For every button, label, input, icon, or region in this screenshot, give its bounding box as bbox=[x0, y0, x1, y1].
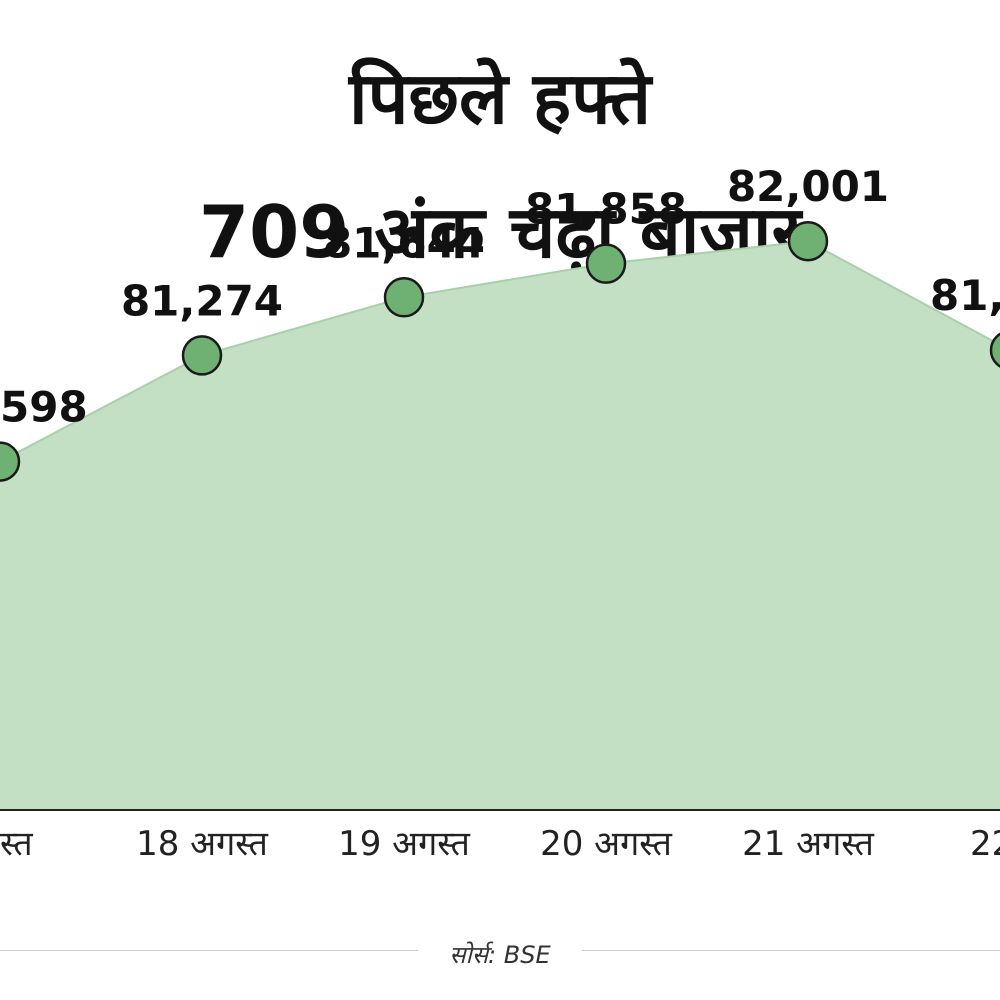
category-label: 21 अगस्त bbox=[742, 824, 874, 864]
data-point bbox=[181, 335, 223, 376]
category-label: 19 अगस्त bbox=[338, 824, 470, 864]
data-point bbox=[0, 441, 21, 482]
value-label: 82,001 bbox=[727, 162, 889, 211]
data-point bbox=[787, 220, 829, 262]
category-label: 20 अगस्त bbox=[540, 824, 672, 864]
data-point bbox=[989, 332, 1000, 368]
chart-title-line-1: पिछले हफ्ते bbox=[349, 56, 651, 140]
source-rule-left bbox=[0, 950, 418, 951]
category-label: 22 bbox=[970, 824, 1000, 864]
category-label: स्त bbox=[0, 824, 33, 864]
category-label: 18 अगस्त bbox=[136, 824, 268, 864]
value-label: 81,858 bbox=[525, 185, 687, 234]
source-footer: सोर्स: BSE bbox=[0, 930, 1000, 970]
area-fill bbox=[0, 241, 1000, 810]
data-point bbox=[383, 277, 425, 318]
value-label: 81,3 bbox=[930, 271, 1000, 320]
value-label: 81,644 bbox=[323, 218, 485, 267]
value-label: 598 bbox=[0, 383, 88, 432]
source-text: सोर्स: BSE bbox=[449, 941, 551, 969]
value-label: 81,274 bbox=[121, 276, 283, 325]
data-point bbox=[585, 243, 627, 284]
source-rule-right bbox=[582, 950, 1000, 951]
